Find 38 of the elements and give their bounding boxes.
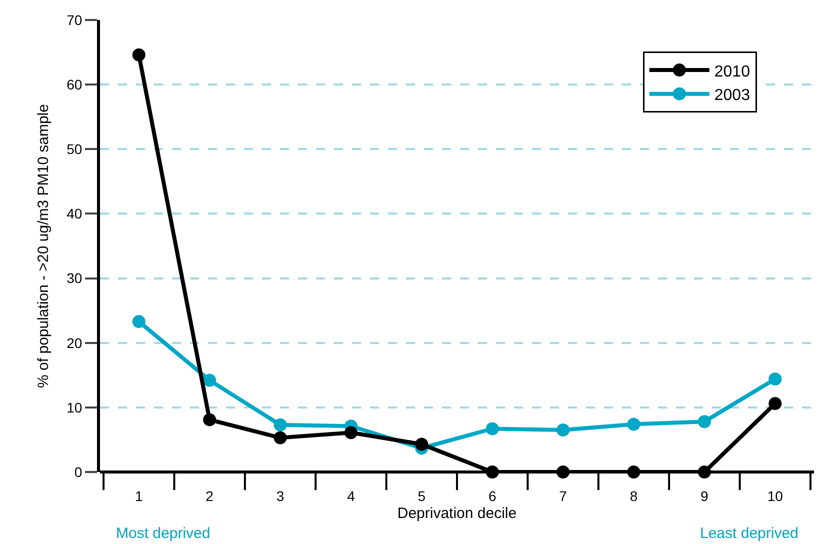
x-tick-label: 6 [488, 488, 496, 504]
point [698, 415, 711, 428]
y-tick-label: 20 [66, 334, 82, 351]
y-tick-label: 40 [66, 206, 82, 222]
point [344, 426, 358, 440]
x-tick-label: 5 [418, 488, 426, 504]
point [274, 431, 287, 444]
x-tick-label: 8 [630, 488, 638, 504]
point [274, 418, 287, 432]
point [486, 422, 499, 436]
x-tick-label: 9 [700, 488, 709, 504]
legend-label: 2003 [714, 87, 750, 104]
x-tick-label: 1 [134, 488, 143, 504]
x-tick-label: 3 [276, 488, 284, 504]
legend-label: 2010 [714, 63, 750, 80]
y-axis-title: % of population - >20 ug/m3 PM10 sample [34, 104, 52, 388]
text: Most deprived [116, 525, 210, 542]
point [203, 413, 216, 426]
x-tick-label: 10 [767, 488, 784, 504]
point [768, 372, 782, 386]
x-tick-label: 4 [347, 488, 356, 504]
y-tick-label: 50 [66, 141, 82, 158]
x-tick-label: 2 [206, 488, 214, 504]
text: Least deprived [700, 525, 798, 542]
point [132, 48, 146, 62]
point [203, 374, 216, 387]
y-tick-label: 60 [66, 76, 82, 92]
point [132, 315, 146, 328]
point [627, 418, 640, 431]
y-tick-label: 30 [66, 270, 82, 286]
x-tick-label: 7 [559, 488, 568, 504]
y-tick-label: 70 [66, 12, 82, 28]
point [768, 397, 782, 410]
y-tick-label: 0 [74, 464, 82, 480]
x-axis-title: Deprivation decile [397, 505, 517, 522]
point [415, 438, 428, 451]
point [556, 424, 570, 437]
y-tick-label: 10 [66, 399, 82, 416]
